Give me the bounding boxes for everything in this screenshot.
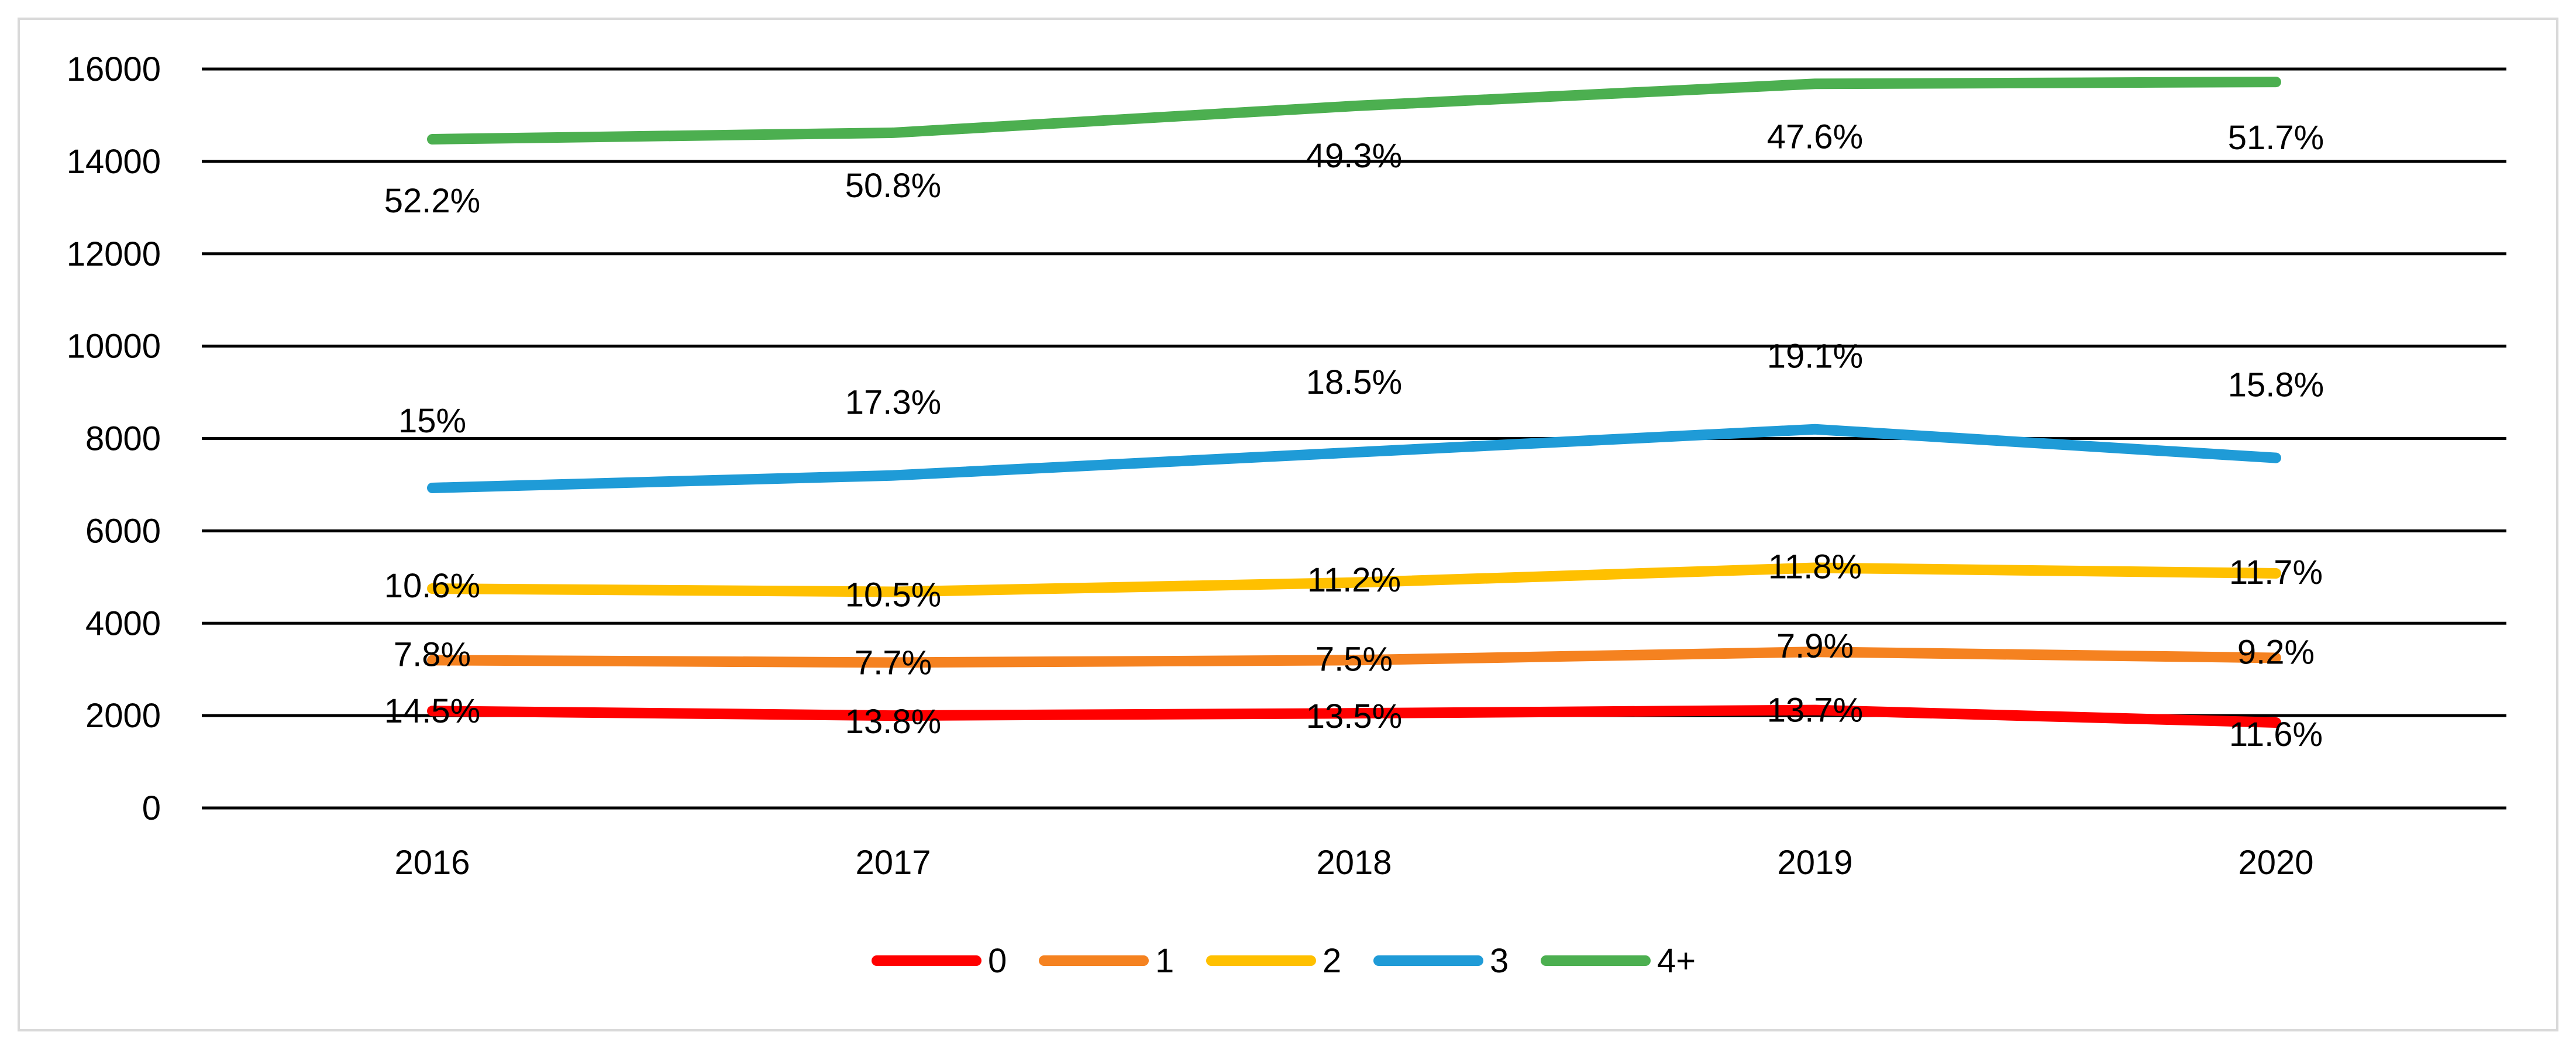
data-label: 7.8%: [394, 635, 471, 673]
y-tick-label: 12000: [67, 235, 161, 273]
y-tick-label: 10000: [67, 328, 161, 366]
x-tick-label: 2017: [855, 844, 931, 882]
legend-label: 0: [988, 942, 1007, 980]
data-labels: 14.5% 13.8% 13.5% 13.7% 11.6% 7.8% 7.7% 7.5% 7.9…: [384, 118, 2324, 754]
series-lines: [427, 77, 2281, 728]
legend-label: 1: [1155, 942, 1174, 980]
data-label: 17.3%: [845, 384, 941, 422]
x-tick-label: 2018: [1316, 844, 1392, 882]
y-tick-label: 0: [142, 789, 161, 827]
series-line-0: [427, 704, 2281, 728]
data-label: 9.2%: [2237, 633, 2315, 671]
legend-label: 3: [1490, 942, 1509, 980]
data-label: 11.8%: [1768, 548, 1862, 586]
data-label: 51.7%: [2228, 119, 2324, 157]
data-label: 50.8%: [845, 167, 941, 205]
x-tick-label: 2019: [1777, 844, 1852, 882]
y-tick-label: 6000: [85, 512, 161, 550]
y-axis-tick-labels: 0 2000 4000 6000 8000 10000 12000 14000 16000: [67, 50, 161, 827]
data-label: 11.2%: [1307, 561, 1401, 599]
data-label: 13.8%: [845, 703, 941, 741]
data-label: 10.6%: [384, 567, 480, 605]
data-label: 52.2%: [384, 182, 480, 220]
x-tick-label: 2020: [2238, 844, 2313, 882]
x-axis-tick-labels: 2016 2017 2018 2019 2020: [394, 844, 2313, 882]
data-label: 14.5%: [384, 692, 480, 730]
data-label: 15.8%: [2228, 366, 2324, 404]
data-label: 11.6%: [2229, 716, 2323, 754]
legend-label: 2: [1323, 942, 1341, 980]
y-tick-label: 8000: [85, 420, 161, 458]
data-label: 47.6%: [1767, 118, 1863, 156]
series-line-3: [427, 424, 2281, 493]
data-label: 18.5%: [1306, 363, 1402, 401]
data-label: 7.7%: [855, 644, 932, 682]
y-tick-label: 2000: [85, 697, 161, 735]
series-line-4+: [427, 77, 2281, 145]
y-tick-label: 16000: [67, 50, 161, 88]
data-label: 10.5%: [845, 576, 941, 614]
series-line-2: [427, 562, 2281, 597]
data-label: 13.5%: [1306, 697, 1402, 735]
series-line-1: [427, 646, 2281, 668]
legend: 0 1 2 3 4+: [872, 942, 1696, 980]
y-tick-label: 14000: [67, 143, 161, 181]
legend-label: 4+: [1657, 942, 1696, 980]
data-label: 7.9%: [1776, 627, 1854, 665]
data-label: 13.7%: [1767, 692, 1863, 730]
data-label: 49.3%: [1306, 137, 1402, 175]
data-label: 7.5%: [1315, 640, 1393, 678]
y-tick-label: 4000: [85, 604, 161, 642]
data-label: 19.1%: [1767, 338, 1863, 376]
data-label: 15%: [398, 402, 466, 440]
x-tick-label: 2016: [394, 844, 470, 882]
chart-frame: [18, 18, 2558, 1031]
data-label: 11.7%: [2229, 553, 2323, 591]
